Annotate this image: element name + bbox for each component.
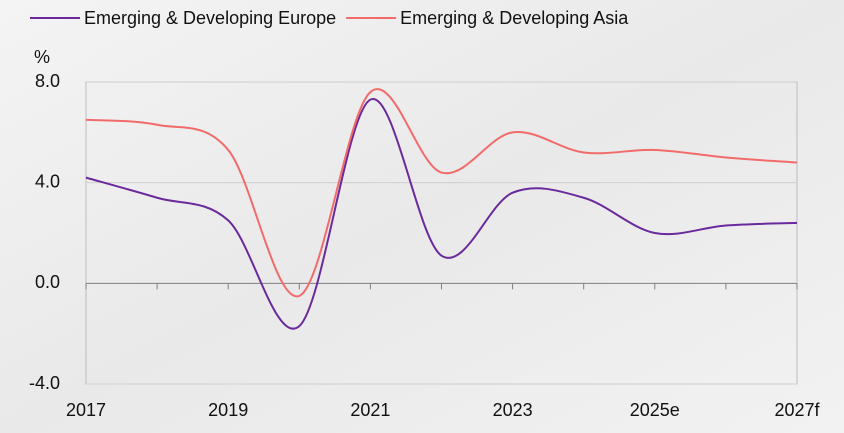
x-tick-label: 2023 <box>493 400 533 420</box>
series-line <box>85 88 798 297</box>
y-tick-label: 4.0 <box>35 171 60 191</box>
x-tick-label: 2027f <box>774 400 820 420</box>
x-tick-label: 2017 <box>66 400 106 420</box>
x-tick-label: 2021 <box>350 400 390 420</box>
series-line <box>85 98 798 330</box>
y-axis-label: % <box>34 47 50 67</box>
y-tick-label: -4.0 <box>29 373 60 393</box>
legend-label: Emerging & Developing Europe <box>84 8 336 28</box>
y-tick-label: 0.0 <box>35 272 60 292</box>
x-tick-label: 2019 <box>208 400 248 420</box>
x-tick-label: 2025e <box>630 400 680 420</box>
y-tick-label: 8.0 <box>35 71 60 91</box>
legend-label: Emerging & Developing Asia <box>400 8 629 28</box>
